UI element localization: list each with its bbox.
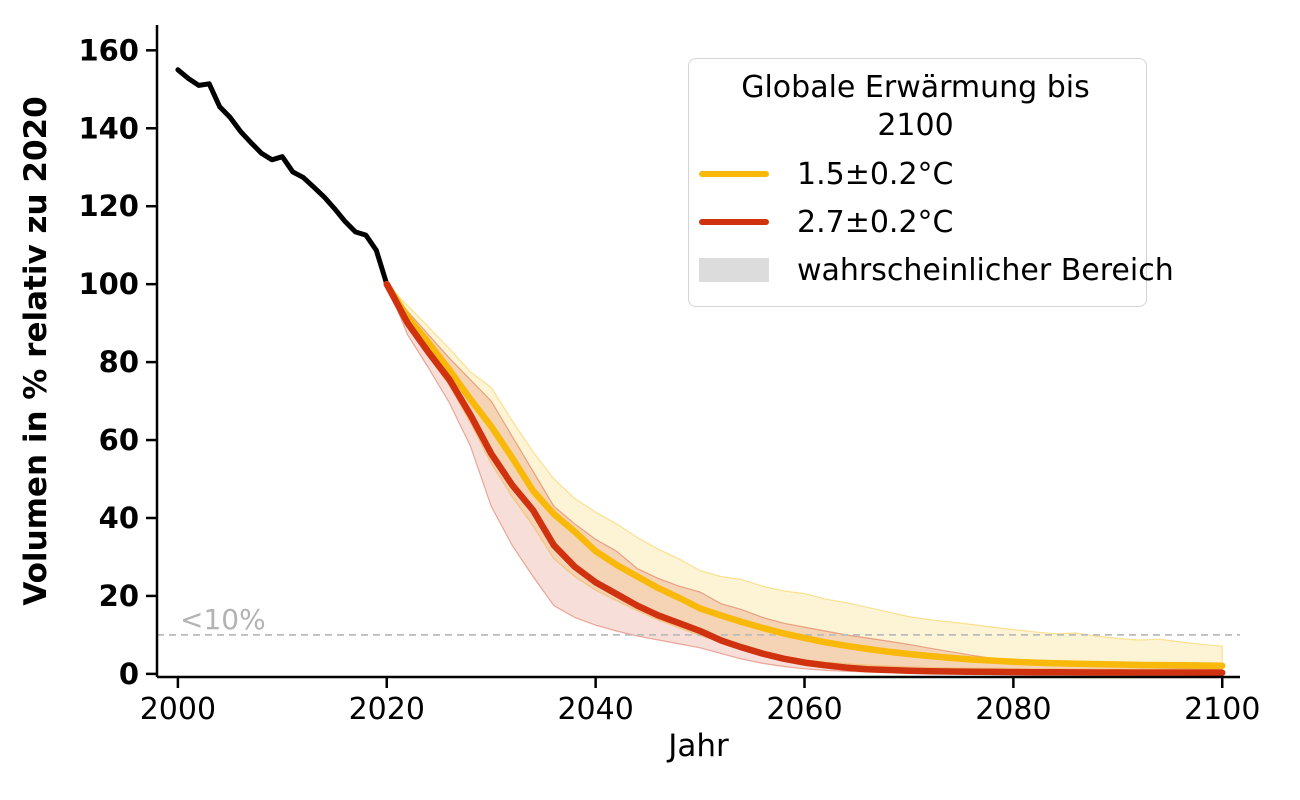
y-tick-label: 80 <box>99 345 139 379</box>
y-tick-label: 60 <box>99 423 139 457</box>
x-tick-label: 2060 <box>766 692 842 727</box>
legend-item-label: 1.5±0.2°C <box>797 156 954 192</box>
y-axis-ticks: 0 20 40 60 80 100 120 140 160 <box>78 33 157 691</box>
y-tick-label: 0 <box>119 657 139 691</box>
x-tick-label: 2000 <box>140 692 216 727</box>
legend-item-band: wahrscheinlicher Bereich <box>699 246 1174 294</box>
x-tick-label: 2100 <box>1184 692 1260 727</box>
x-tick-label: 2040 <box>557 692 633 727</box>
series-line-2-7 <box>383 280 1226 676</box>
legend-title: Globale Erwärmung bis 2100 <box>741 70 1090 143</box>
series-line-1-5 <box>383 280 1226 669</box>
x-tick-label: 2020 <box>349 692 425 727</box>
x-tick-label: 2080 <box>975 692 1051 727</box>
legend-swatch-line-2-7 <box>699 219 769 225</box>
series-line-historical <box>175 67 390 287</box>
x-axis-title: Jahr <box>666 728 729 764</box>
legend-swatch-line-1-5 <box>699 171 769 177</box>
legend-swatch-patch-band <box>699 258 769 282</box>
y-tick-label: 120 <box>78 189 139 223</box>
y-tick-label: 20 <box>99 579 139 613</box>
y-tick-label: 40 <box>99 501 139 535</box>
legend-box: Globale Erwärmung bis 2100 1.5±0.2°C 2.7… <box>688 58 1174 307</box>
legend-item-2-7: 2.7±0.2°C <box>699 198 1132 246</box>
y-axis-title: Volumen in % relativ zu 2020 <box>18 96 54 605</box>
legend-item-label: wahrscheinlicher Bereich <box>797 252 1174 288</box>
threshold-label: <10% <box>180 603 266 636</box>
y-tick-label: 160 <box>78 33 139 67</box>
uncertainty-band-1-5 <box>386 283 1223 671</box>
legend-item-1-5: 1.5±0.2°C <box>699 150 1132 198</box>
y-tick-label: 140 <box>78 111 139 145</box>
y-tick-label: 100 <box>78 267 139 301</box>
legend-item-label: 2.7±0.2°C <box>797 204 954 240</box>
x-axis-ticks: 2000 2020 2040 2060 2080 2100 <box>140 677 1260 727</box>
